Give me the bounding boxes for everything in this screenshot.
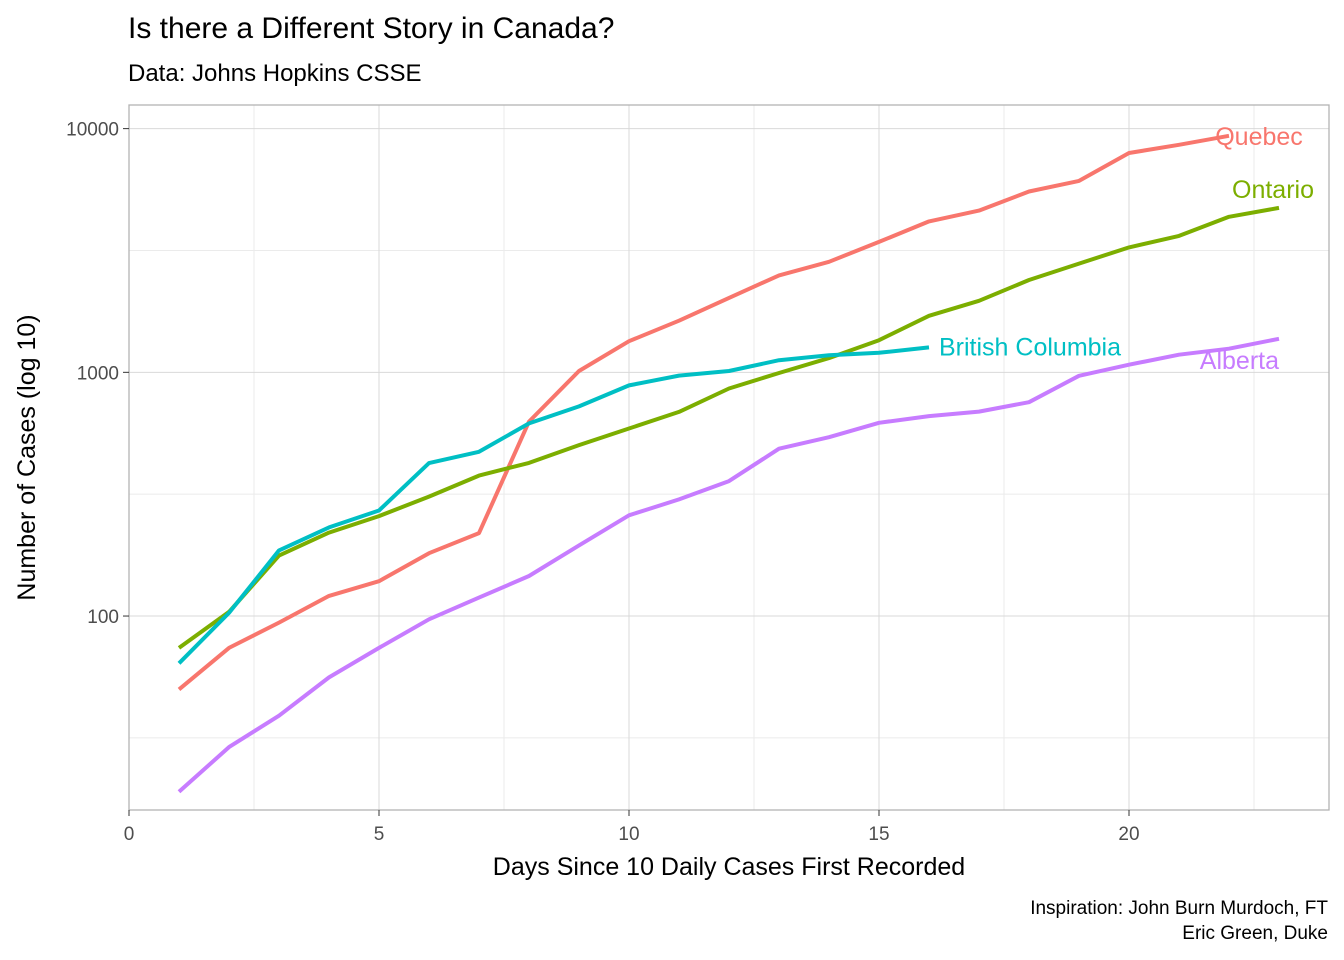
series-line-ontario: [177, 205, 1280, 650]
y-tick-label-2: 10000: [66, 120, 119, 141]
series-line-quebec: [177, 133, 1230, 691]
plot-panel-border: [128, 104, 1330, 811]
y-axis-title: Number of Cases (log 10): [13, 314, 41, 600]
y-tick-label-0: 100: [87, 607, 119, 628]
x-axis-title: Days Since 10 Daily Cases First Recorded: [493, 853, 965, 881]
series-line-alberta: [177, 336, 1280, 794]
x-tick-label-2: 10: [618, 824, 639, 845]
x-tick-label-4: 20: [1118, 824, 1139, 845]
x-tick-label-1: 5: [374, 824, 385, 845]
chart-subtitle: Data: Johns Hopkins CSSE: [128, 60, 422, 87]
chart-caption: Inspiration: John Burn Murdoch, FT Eric …: [1030, 896, 1328, 946]
x-tick-label-3: 15: [868, 824, 889, 845]
y-tick-label-1: 1000: [77, 363, 119, 384]
series-label-ontario: Ontario: [1232, 176, 1314, 204]
series-label-british-columbia: British Columbia: [939, 333, 1121, 361]
series-label-alberta: Alberta: [1200, 347, 1279, 375]
caption-line-2: Eric Green, Duke: [1182, 923, 1328, 944]
series-label-quebec: Quebec: [1215, 123, 1303, 151]
series-line-british-columbia: [177, 345, 930, 665]
chart-title: Is there a Different Story in Canada?: [128, 12, 615, 45]
x-tick-label-0: 0: [124, 824, 135, 845]
caption-line-1: Inspiration: John Burn Murdoch, FT: [1030, 898, 1328, 919]
